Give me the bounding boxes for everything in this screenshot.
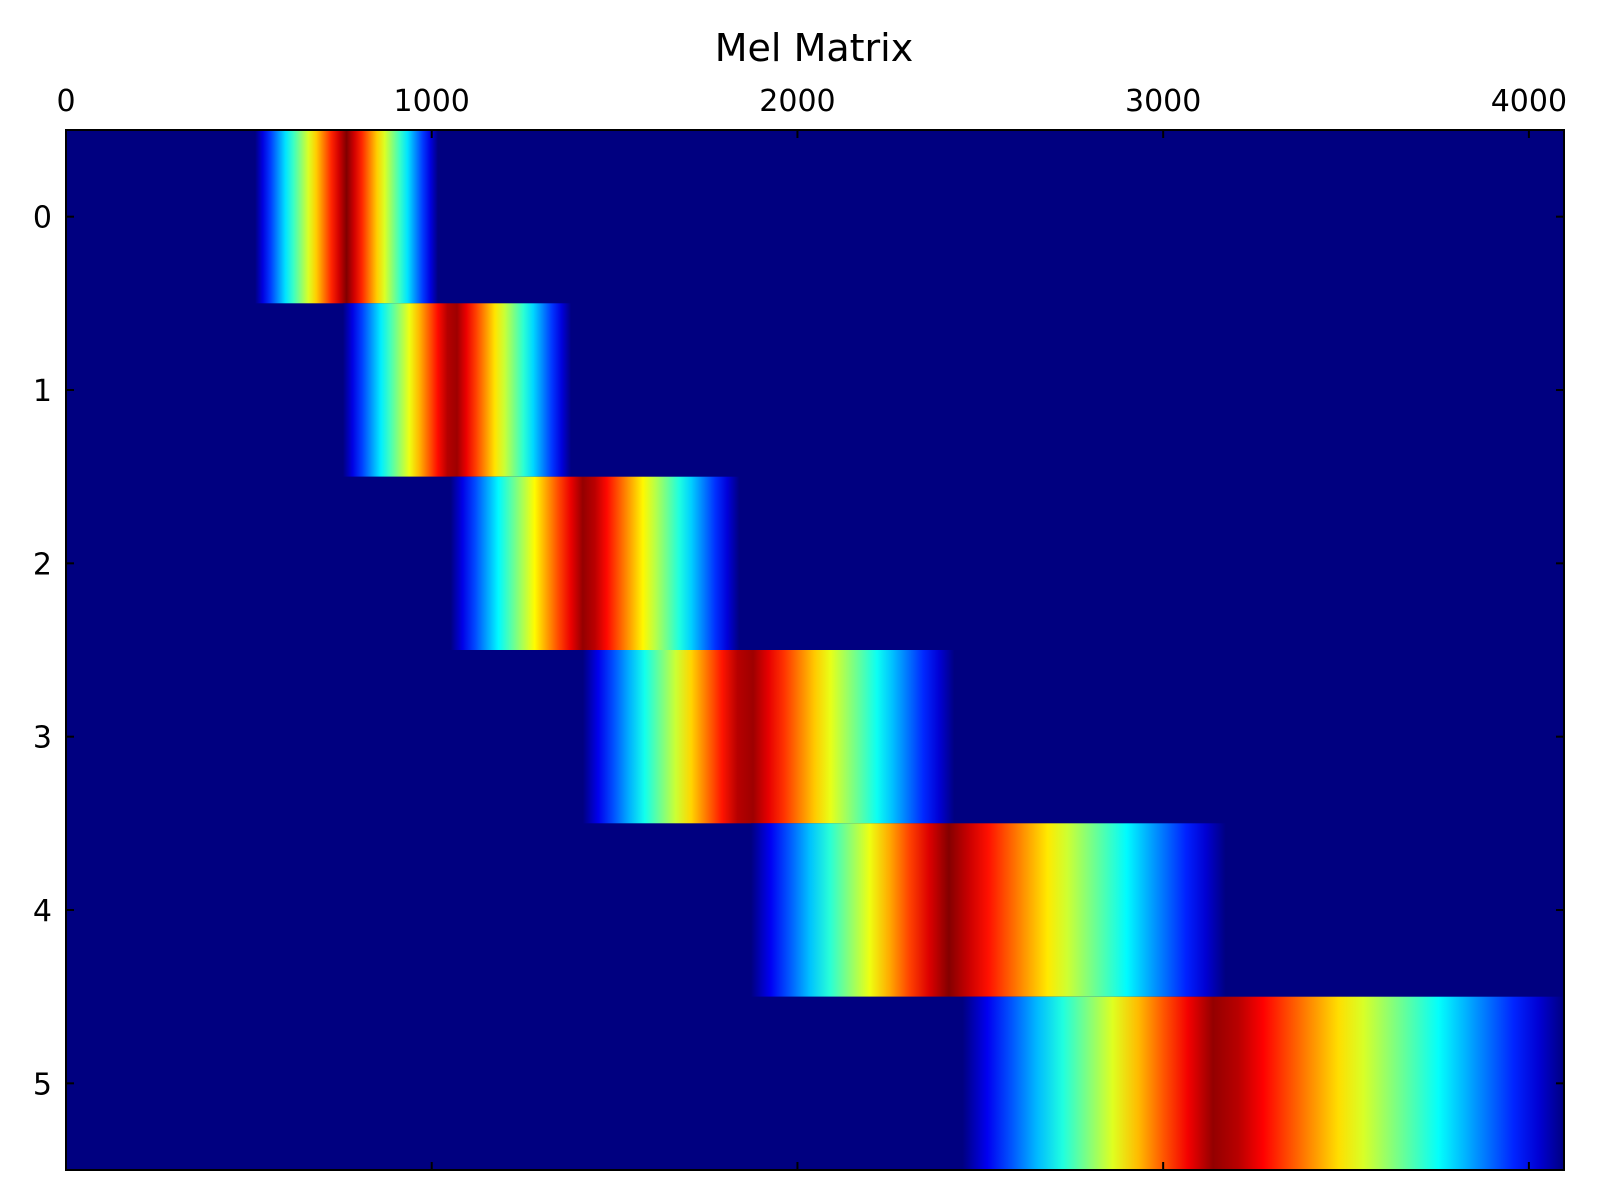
y-tick-label: 2: [33, 547, 52, 582]
heatmap-band-row-2: [450, 476, 740, 650]
y-tick-label: 1: [33, 374, 52, 409]
heatmap-band-row-1: [342, 303, 572, 477]
x-tick-label: 1000: [394, 84, 470, 119]
heatmap-band-row-4: [751, 823, 1226, 997]
heatmap-band-row-3: [582, 650, 955, 824]
y-tick-label: 0: [33, 201, 52, 236]
x-tick-label: 0: [56, 84, 75, 119]
x-tick-label: 3000: [1125, 84, 1201, 119]
heatmap-band-row-5: [962, 996, 1564, 1170]
plot-frame: [65, 129, 1565, 1171]
y-tick-label: 5: [33, 1067, 52, 1102]
chart-title: Mel Matrix: [715, 26, 913, 70]
y-tick-label: 3: [33, 721, 52, 756]
heatmap-band-row-0: [255, 130, 438, 304]
x-tick-label: 2000: [759, 84, 835, 119]
axis-tick-labels: 0 1000 2000 3000 4000 0 1 2 3 4 5: [33, 84, 1567, 1102]
heatmap-bands: [255, 130, 1564, 1170]
x-tick-label: 4000: [1491, 84, 1567, 119]
y-tick-label: 4: [33, 894, 52, 929]
